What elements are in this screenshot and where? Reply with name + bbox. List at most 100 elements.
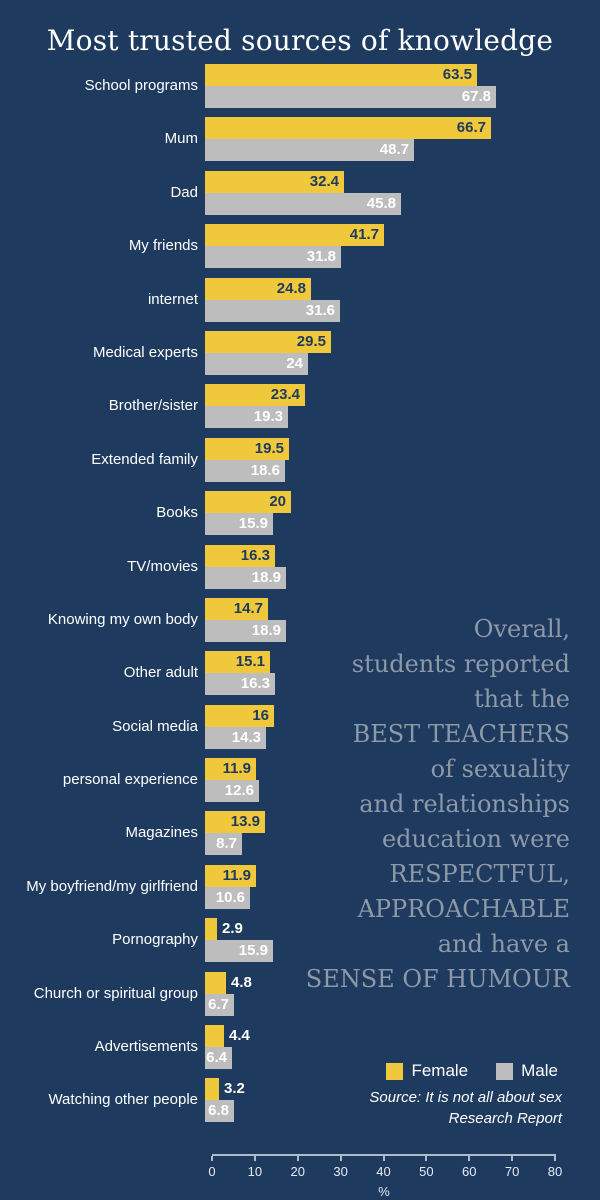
x-axis-tick	[511, 1156, 514, 1161]
male-bar: 15.9	[205, 513, 273, 536]
bar-track: 3.2 6.8	[205, 1078, 600, 1123]
legend-item-female: Female	[386, 1061, 468, 1081]
female-value-label: 3.2	[224, 1080, 245, 1098]
male-bar: 18.9	[205, 566, 286, 589]
legend-label-female: Female	[411, 1061, 469, 1080]
bar-row: Church or spiritual group 4.8 6.7	[0, 971, 600, 1016]
female-value-label: 20	[269, 493, 286, 511]
category-label: Advertisements	[94, 1038, 198, 1056]
male-value-label: 18.6	[250, 461, 280, 479]
x-axis-unit-label: %	[378, 1184, 390, 1199]
x-axis-tick	[296, 1156, 299, 1161]
x-axis-tick-label: 10	[247, 1164, 263, 1179]
x-axis-tick	[468, 1156, 471, 1161]
female-value-label: 2.9	[222, 920, 243, 938]
male-value-label: 6.4	[206, 1049, 227, 1067]
female-bar: 16	[205, 704, 274, 727]
male-bar: 31.6	[205, 299, 340, 322]
male-value-label: 15.9	[238, 515, 268, 533]
bar-track: 11.9 12.6	[205, 758, 600, 803]
bar-row: Brother/sister 23.4 19.3	[0, 384, 600, 429]
bar-track: 24.8 31.6	[205, 277, 600, 322]
category-label: Extended family	[91, 450, 198, 468]
male-bar: 12.6	[205, 780, 259, 803]
bar-row: internet 24.8 31.6	[0, 277, 600, 322]
male-value-label: 18.9	[251, 621, 281, 639]
category-label: personal experience	[62, 771, 198, 789]
category-label: Magazines	[125, 824, 198, 842]
x-axis-tick	[554, 1156, 556, 1161]
bar-row: personal experience 11.9 12.6	[0, 758, 600, 803]
bar-track: 14.7 18.9	[205, 597, 600, 642]
male-value-label: 6.8	[208, 1102, 229, 1120]
male-value-label: 48.7	[379, 141, 409, 159]
legend-item-male: Male	[496, 1061, 558, 1081]
female-bar: 16.3	[205, 544, 275, 567]
bar-track: 32.4 45.8	[205, 170, 600, 215]
female-value-label: 66.7	[456, 119, 486, 137]
female-bar: 14.7	[205, 597, 268, 620]
source-note: Source: It is not all about sex Research…	[369, 1089, 562, 1127]
female-value-label: 14.7	[233, 599, 263, 617]
female-bar	[205, 918, 217, 941]
female-bar: 19.5	[205, 437, 289, 460]
bar-chart: School programs 63.5 67.8 Mum 66.7 48.7 Dad 32.…	[0, 64, 600, 1132]
chart-title: Most trusted sources of knowledge	[46, 24, 554, 57]
female-bar: 20	[205, 491, 291, 514]
x-axis-tick	[382, 1156, 385, 1161]
male-value-label: 16.3	[240, 675, 270, 693]
category-label: Brother/sister	[108, 397, 198, 415]
male-value-label: 15.9	[238, 942, 268, 960]
category-label: Watching other people	[48, 1091, 198, 1109]
category-label: My friends	[128, 237, 198, 255]
bar-track: 2.9 15.9	[205, 918, 600, 963]
female-value-label: 4.8	[231, 973, 252, 991]
category-label: Other adult	[123, 664, 198, 682]
bar-row: My boyfriend/my girlfriend 11.9 10.6	[0, 864, 600, 909]
x-axis-tick-label: 20	[290, 1164, 305, 1179]
bar-row: TV/movies 16.3 18.9	[0, 544, 600, 589]
female-value-label: 16	[252, 706, 269, 724]
male-bar: 45.8	[205, 192, 401, 215]
male-bar: 15.9	[205, 940, 273, 963]
female-value-label: 63.5	[442, 66, 472, 83]
bar-track: 16 14.3	[205, 704, 600, 749]
female-value-label: 4.4	[229, 1027, 250, 1045]
bar-track: 66.7 48.7	[205, 117, 600, 162]
male-value-label: 31.6	[305, 301, 335, 319]
bar-row: School programs 63.5 67.8	[0, 64, 600, 108]
bar-row: Other adult 15.1 16.3	[0, 651, 600, 696]
female-bar: 66.7	[205, 117, 491, 140]
female-value-label: 41.7	[349, 226, 379, 244]
bar-row: Magazines 13.9 8.7	[0, 811, 600, 856]
legend: Female Male	[386, 1061, 558, 1081]
bar-row: Books 20 15.9	[0, 491, 600, 536]
bar-track: 63.5 67.8	[205, 64, 600, 108]
category-label: Medical experts	[92, 343, 198, 361]
male-value-label: 14.3	[231, 728, 261, 746]
female-value-label: 13.9	[230, 813, 260, 831]
male-value-label: 18.9	[251, 568, 281, 586]
bar-row: Watching other people 3.2 6.8	[0, 1078, 600, 1123]
bar-row: Medical experts 29.5 24	[0, 330, 600, 375]
male-value-label: 67.8	[461, 88, 491, 105]
bar-track: 41.7 31.8	[205, 224, 600, 269]
category-label: Books	[156, 504, 198, 522]
x-axis-tick	[211, 1156, 213, 1161]
bar-track: 4.4 6.4	[205, 1025, 600, 1070]
legend-label-male: Male	[521, 1061, 558, 1080]
bar-row: Knowing my own body 14.7 18.9	[0, 597, 600, 642]
female-bar: 13.9	[205, 811, 265, 834]
x-axis-tick-label: 30	[333, 1164, 348, 1179]
female-bar	[205, 1025, 224, 1048]
category-label: internet	[147, 290, 198, 308]
bar-row: Mum 66.7 48.7	[0, 117, 600, 162]
female-value-label: 19.5	[254, 439, 284, 457]
male-bar: 16.3	[205, 673, 275, 696]
female-value-label: 16.3	[240, 546, 270, 564]
x-axis-tick-label: 0	[208, 1164, 216, 1179]
male-value-label: 10.6	[215, 888, 245, 906]
female-bar: 24.8	[205, 277, 311, 300]
bar-row: Extended family 19.5 18.6	[0, 437, 600, 482]
category-label: TV/movies	[127, 557, 198, 575]
